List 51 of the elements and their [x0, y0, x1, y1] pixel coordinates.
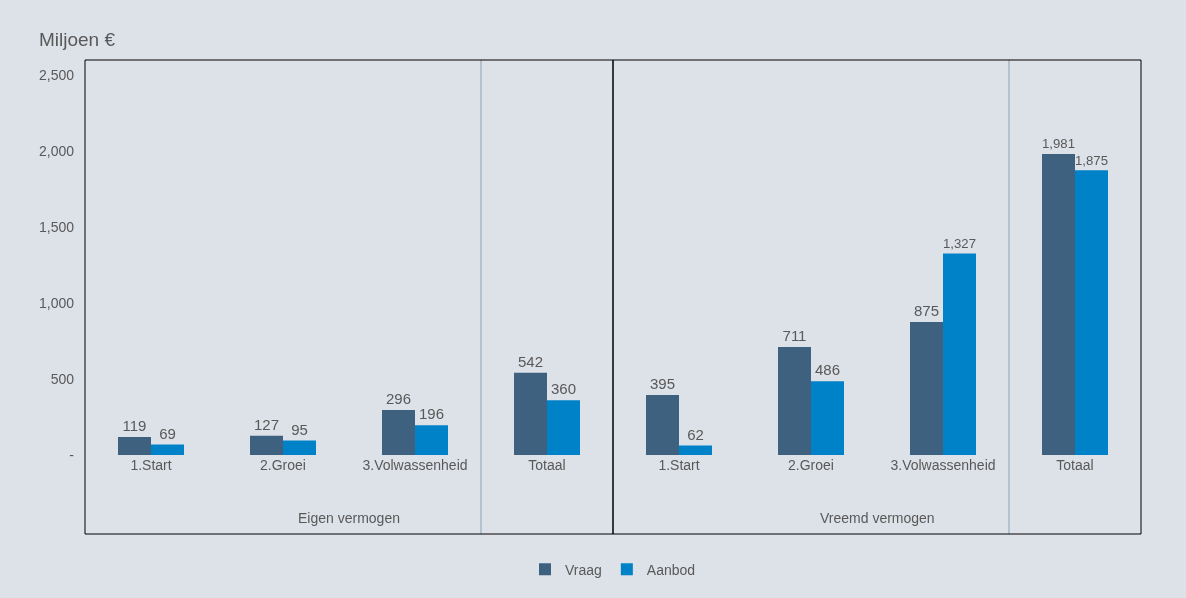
data-label: 127 — [253, 415, 280, 433]
y-tick-label: 500 — [50, 370, 75, 387]
data-label: 360 — [550, 380, 577, 398]
y-tick-label: - — [69, 446, 75, 463]
bar — [1075, 170, 1108, 455]
data-label: 296 — [385, 390, 412, 408]
x-tick-label: 1.Start — [130, 457, 172, 473]
x-tick-label: 2.Groei — [260, 457, 306, 473]
y-tick-label: 1,000 — [38, 294, 75, 311]
data-label: 542 — [517, 352, 544, 370]
data-label: 95 — [291, 420, 308, 438]
legend-label: Vraag — [565, 561, 602, 578]
data-label: 69 — [159, 424, 176, 442]
data-label: 875 — [913, 302, 940, 320]
y-tick-label: 2,500 — [38, 67, 75, 84]
x-tick-label: Totaal — [528, 457, 566, 473]
y-axis-title: Miljoen € — [39, 29, 116, 50]
bar — [118, 436, 151, 455]
x-tick-label: 3.Volwassenheid — [362, 457, 468, 473]
bar — [910, 322, 943, 455]
data-label: 1,981 — [1042, 136, 1075, 152]
bar — [514, 372, 547, 455]
y-tick-label: 1,500 — [38, 219, 75, 236]
bar — [778, 346, 811, 455]
x-tick-label: Totaal — [1056, 457, 1094, 473]
bar — [679, 445, 712, 455]
x-tick-label: 2.Groei — [788, 457, 834, 473]
bar — [811, 381, 844, 455]
x-tick-label: 1.Start — [658, 457, 700, 473]
y-tick-label: 2,000 — [38, 143, 75, 160]
text: Vreemd vermogen — [820, 510, 935, 526]
x-tick-label: 3.Volwassenheid — [890, 457, 996, 473]
bar — [415, 425, 448, 455]
legend-label: Aanbod — [646, 561, 696, 578]
bar — [283, 440, 316, 455]
data-label: 119 — [122, 416, 147, 434]
data-label: 1,875 — [1075, 152, 1108, 168]
bar — [1042, 154, 1075, 455]
data-label: 711 — [782, 326, 807, 344]
data-label: 1,327 — [943, 235, 976, 251]
data-label: 395 — [649, 374, 676, 392]
bar — [646, 394, 679, 455]
data-label: 486 — [814, 361, 841, 379]
bar — [943, 253, 976, 455]
data-label: 62 — [687, 425, 704, 443]
bar — [547, 400, 580, 455]
data-label: 196 — [418, 405, 445, 423]
text: Eigen vermogen — [298, 510, 400, 526]
bar — [151, 444, 184, 455]
bar — [382, 410, 415, 455]
bar — [250, 435, 283, 455]
